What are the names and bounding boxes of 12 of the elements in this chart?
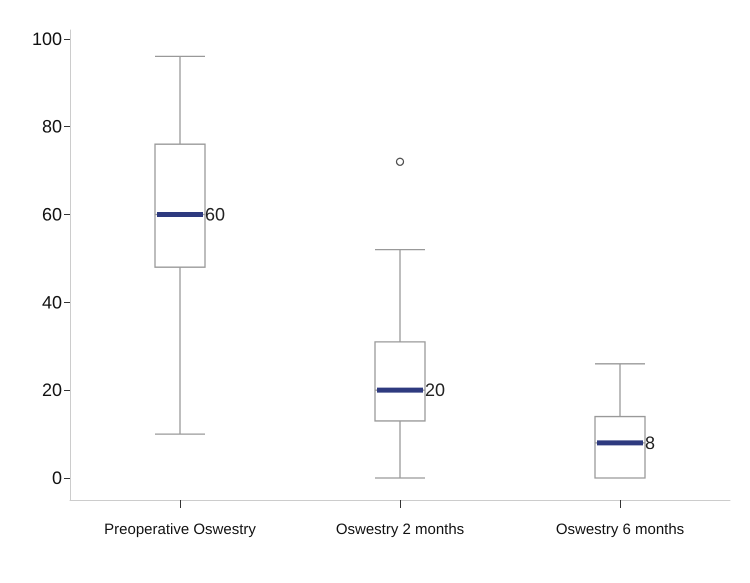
- y-tick-label: 0: [52, 468, 62, 488]
- y-tick-label: 100: [32, 28, 62, 49]
- y-tick-label: 40: [42, 292, 62, 312]
- x-tick-label: Oswestry 2 months: [336, 521, 464, 538]
- text: 60: [205, 204, 226, 224]
- text: 8: [645, 432, 656, 453]
- y-tick-label: 20: [42, 380, 62, 400]
- y-tick-label: 60: [42, 204, 62, 224]
- x-tick-label: Preoperative Oswestry: [104, 521, 256, 538]
- text: 20: [425, 380, 446, 400]
- y-tick-label: 80: [42, 116, 62, 137]
- x-tick-label: Oswestry 6 months: [556, 521, 684, 538]
